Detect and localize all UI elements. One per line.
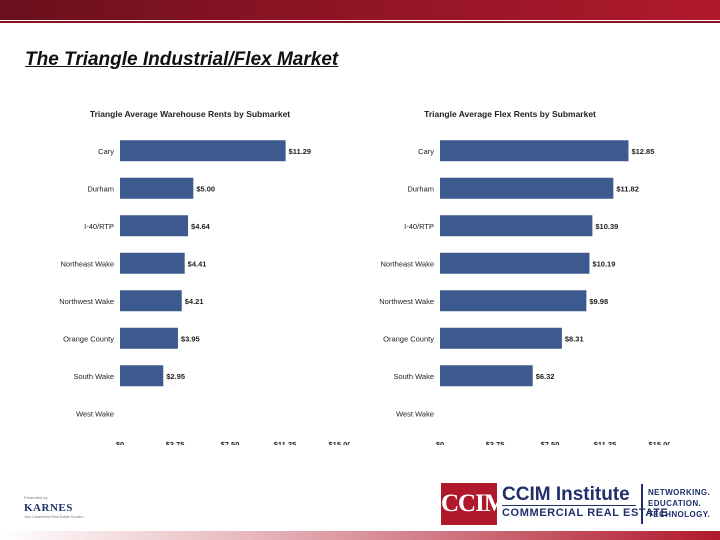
karnes-presented-by: Presented by <box>24 495 48 500</box>
x-tick-label: $3.75 <box>166 440 185 445</box>
category-label: West Wake <box>76 409 114 418</box>
tagline-networking: NETWORKING. <box>648 488 711 497</box>
chart-title: Triangle Average Flex Rents by Submarket <box>424 109 596 119</box>
value-label: $4.21 <box>185 297 204 306</box>
tagline-technology: TECHNOLOGY. <box>648 510 711 519</box>
value-label: $8.31 <box>565 334 584 343</box>
ccim-rule <box>502 505 636 506</box>
category-label: Durham <box>87 184 114 193</box>
x-tick-label: $11.25 <box>594 440 617 445</box>
tagline-education: EDUCATION. <box>648 499 702 508</box>
bar <box>440 327 562 349</box>
value-label: $10.19 <box>592 259 615 268</box>
top-divider <box>0 21 720 23</box>
bar <box>440 365 533 387</box>
value-label: $11.29 <box>289 147 312 156</box>
category-label: Cary <box>98 147 114 156</box>
value-label: $9.98 <box>589 297 608 306</box>
x-tick-label: $15.00 <box>649 440 670 445</box>
value-label: $4.41 <box>188 259 207 268</box>
x-tick-label: $7.50 <box>221 440 240 445</box>
category-label: Durham <box>407 184 434 193</box>
ccim-institute-name: CCIM Institute <box>502 484 630 505</box>
x-tick-label: $15.00 <box>329 440 350 445</box>
bar <box>120 140 286 162</box>
ccim-divider <box>641 484 643 524</box>
category-label: South Wake <box>73 372 114 381</box>
value-label: $12.85 <box>631 147 654 156</box>
bar <box>440 177 614 199</box>
category-label: Northwest Wake <box>379 297 434 306</box>
category-label: South Wake <box>393 372 434 381</box>
category-label: West Wake <box>396 409 434 418</box>
category-label: Northeast Wake <box>381 259 435 268</box>
category-label: Northeast Wake <box>61 259 115 268</box>
bar <box>440 290 587 312</box>
karnes-brand: KARNES <box>24 502 73 514</box>
x-tick-label: $0 <box>436 440 444 445</box>
karnes-logo: Presented by KARNES Your Commercial Real… <box>24 495 114 525</box>
ccim-tagline: NETWORKING. EDUCATION. TECHNOLOGY. <box>648 487 710 520</box>
value-label: $6.32 <box>536 372 555 381</box>
value-label: $10.39 <box>595 222 618 231</box>
bottom-banner <box>0 531 720 540</box>
karnes-tagline: Your Commercial Real Estate Solution <box>24 515 84 519</box>
slide-title: The Triangle Industrial/Flex Market <box>25 49 339 70</box>
top-banner <box>0 0 720 20</box>
category-label: Orange County <box>63 334 114 343</box>
category-label: I-40/RTP <box>404 222 434 231</box>
warehouse-rents-chart: Triangle Average Warehouse Rents by Subm… <box>59 109 350 445</box>
ccim-logo-box: CCIM <box>441 483 507 525</box>
flex-rents-chart: Triangle Average Flex Rents by Submarket… <box>379 109 670 445</box>
bar <box>120 252 185 274</box>
chart-title: Triangle Average Warehouse Rents by Subm… <box>90 109 290 119</box>
x-tick-label: $3.75 <box>486 440 505 445</box>
bar <box>440 140 629 162</box>
x-tick-label: $7.50 <box>541 440 560 445</box>
bar <box>120 215 189 237</box>
category-label: Northwest Wake <box>59 297 114 306</box>
value-label: $5.00 <box>196 184 215 193</box>
ccim-subtitle: COMMERCIAL REAL ESTATE <box>502 507 669 519</box>
category-label: Orange County <box>383 334 434 343</box>
x-tick-label: $0 <box>116 440 124 445</box>
category-label: Cary <box>418 147 434 156</box>
bar <box>440 252 590 274</box>
bar <box>120 290 182 312</box>
bar <box>120 327 178 349</box>
value-label: $4.64 <box>191 222 211 231</box>
category-label: I-40/RTP <box>84 222 114 231</box>
bar <box>120 365 164 387</box>
value-label: $11.82 <box>616 184 639 193</box>
bar <box>440 215 593 237</box>
x-tick-label: $11.25 <box>274 440 297 445</box>
bar <box>120 177 194 199</box>
value-label: $2.95 <box>166 372 185 381</box>
value-label: $3.95 <box>181 334 200 343</box>
